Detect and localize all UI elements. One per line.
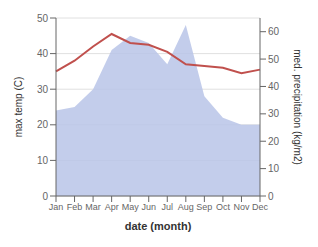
- svg-text:Jul: Jul: [162, 202, 174, 212]
- svg-text:50: 50: [37, 13, 49, 24]
- svg-text:Aug: Aug: [178, 202, 194, 212]
- svg-text:Nov: Nov: [233, 202, 250, 212]
- svg-text:60: 60: [268, 26, 280, 37]
- svg-text:50: 50: [268, 54, 280, 65]
- svg-text:May: May: [122, 202, 140, 212]
- svg-text:20: 20: [37, 119, 49, 130]
- svg-text:30: 30: [37, 84, 49, 95]
- svg-text:max temp (C): max temp (C): [13, 77, 24, 138]
- svg-text:date (month): date (month): [125, 220, 192, 232]
- svg-text:10: 10: [37, 155, 49, 166]
- svg-text:med. precipitation (kg/m2): med. precipitation (kg/m2): [292, 49, 303, 165]
- svg-text:0: 0: [42, 191, 48, 202]
- svg-text:Jun: Jun: [141, 202, 156, 212]
- svg-text:Mar: Mar: [85, 202, 101, 212]
- svg-text:30: 30: [268, 108, 280, 119]
- svg-text:0: 0: [268, 191, 274, 202]
- svg-text:Sep: Sep: [196, 202, 212, 212]
- svg-text:20: 20: [268, 136, 280, 147]
- svg-text:Apr: Apr: [105, 202, 119, 212]
- svg-text:40: 40: [268, 81, 280, 92]
- svg-text:Oct: Oct: [216, 202, 231, 212]
- svg-text:40: 40: [37, 48, 49, 59]
- svg-text:Jan: Jan: [49, 202, 64, 212]
- svg-text:10: 10: [268, 163, 280, 174]
- svg-text:Dec: Dec: [252, 202, 269, 212]
- svg-text:Feb: Feb: [67, 202, 83, 212]
